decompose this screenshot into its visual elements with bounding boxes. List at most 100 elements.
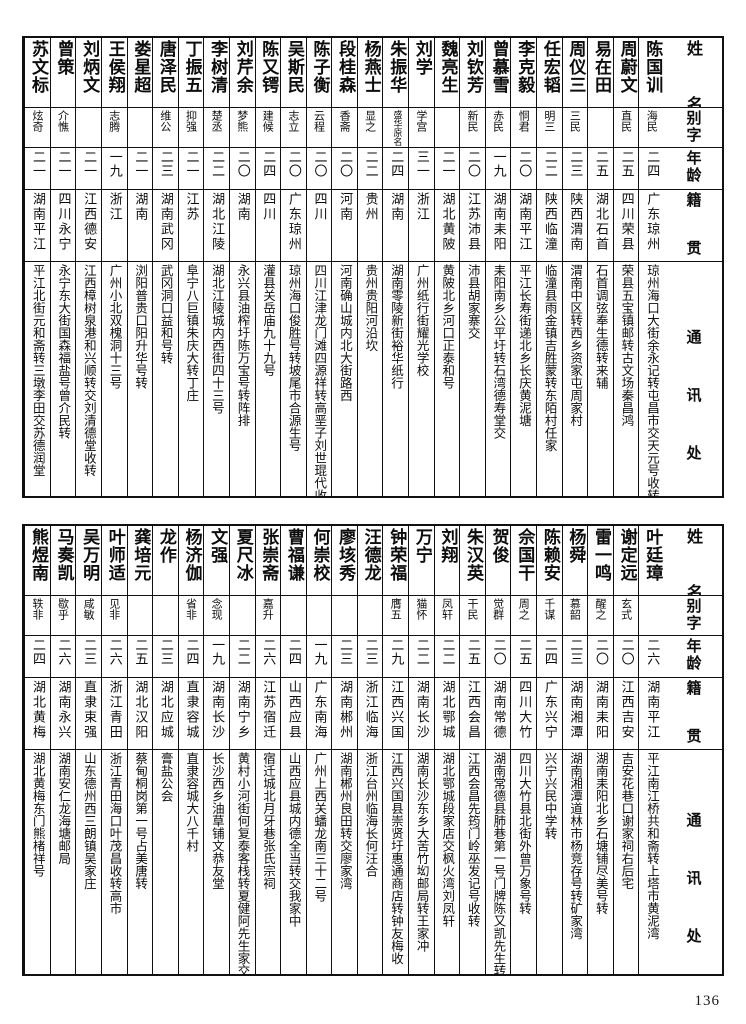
person-address: 灌县关岳庙九十九号: [261, 264, 277, 377]
row-header-column: 姓 名别字 年龄籍 贯通 讯 处: [664, 526, 722, 974]
person-alias: 轶非: [25, 596, 50, 636]
person-name: 陈子衡: [306, 38, 332, 108]
person-column[interactable]: 刘翔 凤轩 二二 湖北鄂城 湖北鄂城段家店交枫火湾刘凤轩: [433, 526, 460, 974]
person-address: 临潼县雨金镇吉胜蒙转东陌村任家: [542, 264, 558, 452]
person-age: 二五: [613, 148, 639, 190]
person-column[interactable]: 夏尺冰 二二 湖南宁乡 黄村小河街何复泰客栈转夏健阿先生家交: [228, 526, 255, 974]
person-origin: 湖南郴州: [332, 678, 357, 750]
person-alias: 三民: [562, 108, 588, 148]
person-name: 魏亮生: [434, 38, 460, 108]
person-column[interactable]: 贺俊 觉群 二〇 湖南常德 湖南常德县肺巷第一号门牌陈又凯先生转: [484, 526, 511, 974]
person-column[interactable]: 万宁 猫怀 二二 湖南长沙 湖南长沙东乡大苦竹㘭邮局转王家冲: [408, 526, 434, 974]
person-origin: 江苏: [178, 190, 204, 262]
person-origin: 四川: [306, 190, 332, 262]
person-alias: 周之: [511, 596, 537, 636]
person-origin: 广东琼州: [639, 190, 664, 262]
person-age: 二〇: [511, 148, 537, 190]
person-column[interactable]: 朱汉英 干民 二五 江西会昌 江西会昌先筠门岭巫发记号收转: [459, 526, 485, 974]
person-column[interactable]: 熊煜南 轶非 二四 湖北黄梅 湖北黄梅东门熊楮祥号: [24, 526, 50, 974]
person-column[interactable]: 易在田 二五 湖北石首 石首调弦奉生德转来辅: [587, 38, 613, 496]
person-column[interactable]: 周蔚文 直民 二五 四川荣县 荣县五宝镇邮转古文场秦昌鸿: [612, 38, 639, 496]
person-alias: 歇乎: [50, 596, 76, 636]
person-column[interactable]: 刘钦芳 新民 二〇 江苏沛县 沛县胡家寨交: [459, 38, 485, 496]
person-column[interactable]: 文强 念现 一九 湖南长沙 长沙西乡油草铺文恭友堂: [203, 526, 229, 974]
person-age: 二三: [76, 636, 101, 678]
person-origin: 湖北江陵: [204, 190, 229, 262]
person-column[interactable]: 苏文标 炫奇 二一 湖南平江 平江北街元和斋转三墩李田交苏德润堂: [24, 38, 50, 496]
person-column[interactable]: 陈赖安 千谋 二四 广东兴宁 兴宁兴民中学转: [536, 526, 562, 974]
person-age: 二二: [434, 636, 460, 678]
person-column[interactable]: 杨燕士 显之 二二 贵州 贵州贵阳河沿坎: [356, 38, 383, 496]
person-column[interactable]: 廖垓秀 二三 湖南郴州 湖南郴州良田转交廖家湾: [331, 526, 357, 974]
person-column[interactable]: 谢定远 玄式 二〇 江西吉安 吉安花巷口谢家祠右后宅: [612, 526, 639, 974]
person-column[interactable]: 段桂森 香斋 二〇 河南 河南确山城内北大街路西: [331, 38, 357, 496]
person-column[interactable]: 李克毅 恫君 二〇 湖南平江 平江长寿街递北乡长庆黄泥塘: [510, 38, 537, 496]
person-origin: 湖南耒阳: [485, 190, 511, 262]
person-column[interactable]: 龙作 二三 湖北应城 膏盐公会: [152, 526, 178, 974]
person-name: 刘学: [409, 38, 434, 108]
person-origin: 江西兴国: [383, 678, 409, 750]
person-column[interactable]: 佘国干 周之 二五 四川大竹 四川大竹县北街外曾万象号转: [510, 526, 537, 974]
person-alias: 明三: [537, 108, 562, 148]
person-name: 朱振华: [383, 38, 409, 108]
person-address: 长沙西乡油草铺文恭友堂: [209, 752, 225, 890]
person-column[interactable]: 吴斯民 志立 二〇 广东琼州 琼州海口俊胜号转坡尾市合源生号: [280, 38, 306, 496]
person-address: 广州上西关蟠龙南三十二号: [312, 752, 328, 902]
person-name: 曾慕雪: [485, 38, 511, 108]
person-column[interactable]: 汪德龙 二三 浙江临海 浙江台州临海长何汪合: [356, 526, 383, 974]
person-column[interactable]: 曾慕雪 赤民 一九 湖南耒阳 耒阳南乡公平圩转石湾德寿堂交: [484, 38, 511, 496]
person-origin: 四川荣县: [613, 190, 639, 262]
person-column[interactable]: 叶廷璋 二六 湖南平江 平江南江桥共和斋转上塔市黄泥湾: [638, 526, 664, 974]
person-column[interactable]: 王侯翔 志腾 一九 浙江 广州小北双槐洞十三号: [100, 38, 127, 496]
row-header-alias: 别字: [664, 596, 722, 636]
person-column[interactable]: 张崇斋 嘉升 二六 江苏宿迁 宿迁城北月牙巷张氏宗祠: [254, 526, 281, 974]
person-origin: 湖北石首: [588, 190, 613, 262]
person-age: 二三: [332, 636, 357, 678]
person-column[interactable]: 丁振五 抑强 二一 江苏 阜宁八巨镇朱庆大转丁庄: [177, 38, 204, 496]
person-name: 龙作: [153, 526, 178, 596]
person-name: 夏尺冰: [229, 526, 255, 596]
person-column[interactable]: 娄星超 二一 湖南 浏阳普贵口阳升华号转: [126, 38, 153, 496]
person-column[interactable]: 龚培元 二五 湖北汉阳 蔡甸桐岗第一号占美唐转: [126, 526, 153, 974]
person-column[interactable]: 陈国训 海民 二四 广东琼州 琼州海口大街余永记转屯昌市交天元号收转下坡村交: [638, 38, 664, 496]
person-alias: 玄式: [613, 596, 639, 636]
page-folio: 136: [694, 993, 720, 1009]
person-column[interactable]: 曹福谦 二四 山西应县 山西应县城内德全当转交我家中: [280, 526, 306, 974]
person-address: 永兴县油榨圩陈万宝号转阵排: [235, 264, 251, 427]
person-column[interactable]: 杨济伽 省非 二四 直隶容城 直隶容城大八千村: [177, 526, 204, 974]
person-column[interactable]: 何崇校 一九 广东南海 广州上西关蟠龙南三十二号: [305, 526, 332, 974]
person-column[interactable]: 陈又锷 建候 二四 四川 灌县关岳庙九十九号: [254, 38, 281, 496]
person-age: 二〇: [460, 148, 485, 190]
person-address: 四川大竹县北街外曾万象号转: [516, 752, 532, 915]
person-column[interactable]: 雷一鸣 醒之 二〇 湖南耒阳 湖南耒阳北乡石塘铺尽美号转: [587, 526, 613, 974]
person-column[interactable]: 叶师适 见非 二六 浙江青田 浙江青田海口叶茂昌收转高市: [100, 526, 127, 974]
person-column[interactable]: 周仪三 三民 二三 陕西渭南 渭南中区转西乡资家屯周家村: [561, 38, 588, 496]
person-alias: 显之: [357, 108, 383, 148]
person-name: 谢定远: [613, 526, 639, 596]
person-address: 江西兴国县崇贤圩惠通商店转钟友梅收: [389, 752, 405, 965]
person-address: 吉安花巷口谢家祠右后宅: [619, 752, 635, 890]
person-name: 张崇斋: [255, 526, 281, 596]
person-column[interactable]: 杨舜 慕韶 二三 湖南湘潭 湖南湘潭道林市杨竞存号转矿家湾: [561, 526, 588, 974]
person-column[interactable]: 刘芹余 梦熊 二〇 湖南 永兴县油榨圩陈万宝号转阵排: [228, 38, 255, 496]
person-column[interactable]: 魏亮生 二一 湖北黄陂 黄陂北乡河口正泰和号: [433, 38, 460, 496]
person-column[interactable]: 任宏韬 明三 二二 陕西临潼 临潼县雨金镇吉胜蒙转东陌村任家: [536, 38, 562, 496]
person-column[interactable]: 钟荣福 膺五 二九 江西兴国 江西兴国县崇贤圩惠通商店转钟友梅收: [382, 526, 409, 974]
person-alias: 炫奇: [25, 108, 50, 148]
person-name: 曹福谦: [281, 526, 306, 596]
person-age: 二四: [178, 636, 204, 678]
person-origin: 湖南常德: [485, 678, 511, 750]
person-column[interactable]: 吴万明 咸敏 二三 直隶束强 山东德州西三朗镇吴家庄: [75, 526, 101, 974]
person-column[interactable]: 李树清 楚丞 二二 湖北江陵 湖北江陵城内西街四十三号: [203, 38, 229, 496]
person-column[interactable]: 刘炳文 二一 江西德安 江西樟树泉港和兴顺转交刘清德堂收转: [75, 38, 101, 496]
person-name: 杨济伽: [178, 526, 204, 596]
person-column[interactable]: 朱振华 原名 盛华 二四 湖南 湖南零陵新街裕华纸行: [382, 38, 409, 496]
person-column[interactable]: 曾策 介憔 二一 四川永宁 永宁东大街国森福盐号曾介民转: [49, 38, 76, 496]
person-column[interactable]: 唐泽民 维公 二三 湖南武冈 武冈洞口益和号转: [152, 38, 178, 496]
person-alias: 凤轩: [434, 596, 460, 636]
person-column[interactable]: 马奏凯 歇乎 二六 湖南永兴 湖南安仁龙海塘邮局: [49, 526, 76, 974]
person-column[interactable]: 刘学 学宫 三一 浙江 广州纸行街耀光学校: [408, 38, 434, 496]
person-age: 一九: [204, 636, 229, 678]
person-column[interactable]: 陈子衡 云程 二〇 四川 四川江津龙门滩四源祥转高垩子刘世琨代收: [305, 38, 332, 496]
person-address: 永宁东大街国森福盐号曾介民转: [56, 264, 72, 439]
